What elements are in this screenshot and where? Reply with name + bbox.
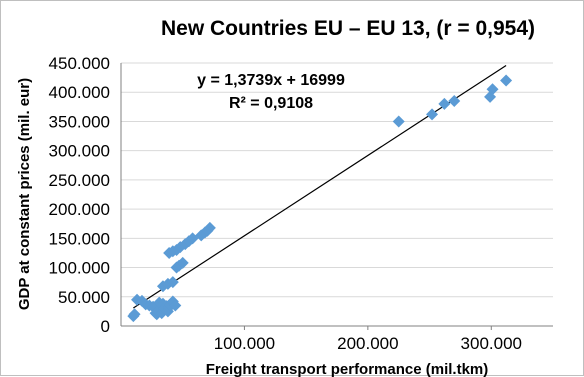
data-point [128,308,141,321]
data-point [166,276,179,289]
y-tick-label: 150.000 [49,229,110,248]
y-tick-label: 100.000 [49,259,110,278]
y-tick-label: 0 [101,317,110,336]
x-tick-labels: 100.000 200.000 300.000 [214,334,522,353]
y-tick-labels: 0 50.000 100.000 150.000 200.000 250.000 300.0… [49,54,110,336]
y-tick-label: 400.000 [49,83,110,102]
trendline-equation: y = 1,3739x + 16999 [197,72,345,89]
r-squared-label: R² = 0,9108 [229,95,313,112]
data-point [169,299,182,312]
data-point [486,83,499,96]
x-tick-label: 200.000 [337,334,398,353]
y-tick-label: 250.000 [49,171,110,190]
x-axis-label: Freight transport performance (mil.tkm) [206,361,489,377]
data-point [392,115,405,128]
x-tick-label: 100.000 [214,334,275,353]
y-axis-label: GDP at constant prices (mil. eur) [16,78,33,310]
data-point [438,97,451,110]
data-point [176,256,189,269]
y-tick-label: 50.000 [58,288,110,307]
x-tick-label: 300.000 [461,334,522,353]
data-points [127,74,513,323]
y-tick-label: 200.000 [49,200,110,219]
data-point [448,94,461,107]
chart-title: New Countries EU – EU 13, (r = 0,954) [161,17,535,40]
y-tick-label: 300.000 [49,142,110,161]
y-tick-label: 350.000 [49,112,110,131]
data-point [426,108,439,121]
y-tick-label: 450.000 [49,54,110,73]
axes [120,63,553,330]
data-point [500,74,513,87]
data-point [203,221,216,234]
